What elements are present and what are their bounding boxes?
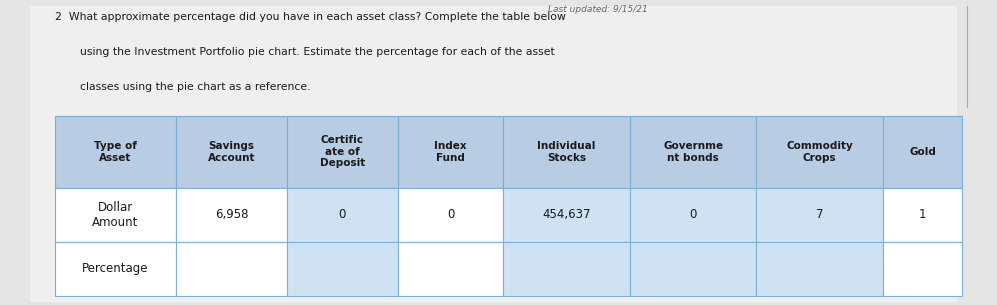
Text: classes using the pie chart as a reference.: classes using the pie chart as a referen…	[80, 82, 310, 92]
Text: Last updated: 9/15/21: Last updated: 9/15/21	[548, 5, 648, 14]
Text: Governme
nt bonds: Governme nt bonds	[663, 141, 723, 163]
Text: 1: 1	[919, 208, 926, 221]
Text: 0: 0	[689, 208, 697, 221]
Text: Dollar
Amount: Dollar Amount	[93, 201, 139, 229]
Text: Individual
Stocks: Individual Stocks	[537, 141, 595, 163]
Text: Savings
Account: Savings Account	[207, 141, 255, 163]
Text: Certific
ate of
Deposit: Certific ate of Deposit	[320, 135, 365, 168]
Text: Percentage: Percentage	[82, 262, 149, 275]
Text: Commodity
Crops: Commodity Crops	[787, 141, 853, 163]
Text: Type of
Asset: Type of Asset	[94, 141, 137, 163]
Text: 7: 7	[816, 208, 824, 221]
Text: using the Investment Portfolio pie chart. Estimate the percentage for each of th: using the Investment Portfolio pie chart…	[80, 47, 554, 57]
Text: 0: 0	[339, 208, 346, 221]
Text: Gold: Gold	[909, 147, 936, 157]
Text: 2  What approximate percentage did you have in each asset class? Complete the ta: 2 What approximate percentage did you ha…	[55, 12, 565, 22]
Text: 454,637: 454,637	[542, 208, 591, 221]
Text: 6,958: 6,958	[214, 208, 248, 221]
Text: Index
Fund: Index Fund	[434, 141, 467, 163]
Text: 0: 0	[447, 208, 455, 221]
